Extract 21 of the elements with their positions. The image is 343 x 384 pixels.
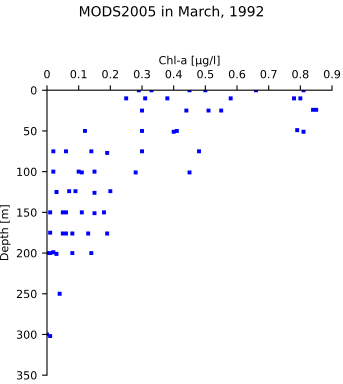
- x-tick-label: 0.8: [292, 70, 308, 78]
- x-tick-label: 0.7: [260, 70, 277, 78]
- x-tick-label: 0.1: [70, 70, 86, 78]
- y-tick-label: 150: [17, 208, 37, 217]
- x-tick-label: 0.4: [166, 70, 182, 78]
- x-axis-title: Chl-a [µg/l]: [159, 56, 220, 67]
- x-tick-label: 0.9: [324, 70, 340, 78]
- x-tick-label: 0.5: [197, 70, 214, 78]
- y-tick-label: 50: [24, 126, 37, 136]
- y-tick-label: 100: [17, 168, 37, 176]
- y-tick-label: 0: [30, 86, 37, 95]
- y-axis-title: Depth [m]: [0, 205, 11, 260]
- y-tick-label: 250: [16, 290, 37, 298]
- x-tick-label: 0.3: [134, 70, 150, 78]
- x-tick-label: 0: [44, 70, 50, 78]
- y-tick-label: 200: [16, 249, 37, 258]
- x-tick-label: 0.6: [228, 70, 246, 78]
- chart-title: MODS2005 in March, 1992: [80, 6, 263, 18]
- y-tick-label: 300: [16, 330, 37, 339]
- x-tick-label: 0.2: [102, 70, 118, 78]
- y-tick-label: 350: [16, 371, 37, 380]
